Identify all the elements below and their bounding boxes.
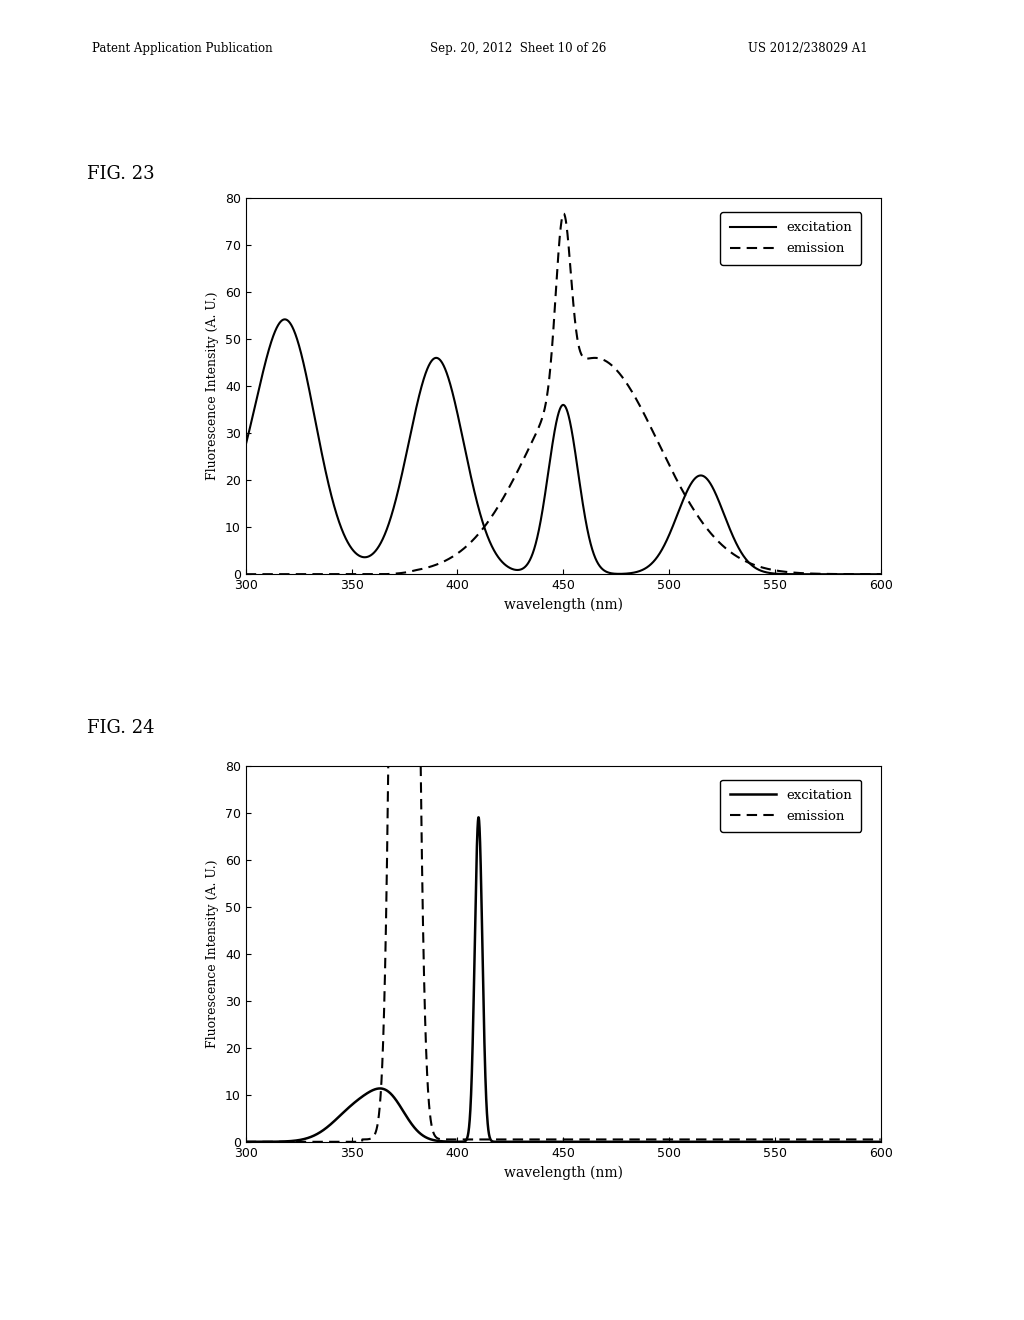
excitation: [874, 566, 887, 582]
excitation: [524, 552, 537, 568]
excitation: [387, 1089, 399, 1105]
excitation: [472, 809, 484, 825]
excitation: [393, 1098, 406, 1114]
Line: emission: emission: [246, 0, 881, 1142]
Line: emission: emission: [246, 214, 881, 574]
emission: [869, 566, 882, 582]
Text: Patent Application Publication: Patent Application Publication: [92, 42, 272, 55]
excitation: [479, 521, 492, 537]
excitation: [874, 1134, 887, 1150]
emission: [240, 1134, 252, 1150]
Legend: excitation, emission: excitation, emission: [721, 213, 861, 264]
excitation: [387, 502, 399, 517]
excitation: [240, 437, 252, 453]
X-axis label: wavelength (nm): wavelength (nm): [504, 598, 623, 612]
Text: Sep. 20, 2012  Sheet 10 of 26: Sep. 20, 2012 Sheet 10 of 26: [430, 42, 606, 55]
Text: FIG. 23: FIG. 23: [87, 165, 155, 183]
emission: [524, 1131, 537, 1147]
Legend: excitation, emission: excitation, emission: [721, 780, 861, 832]
excitation: [869, 1134, 882, 1150]
excitation: [240, 1134, 252, 1150]
emission: [524, 438, 537, 454]
excitation: [390, 488, 402, 504]
emission: [387, 166, 399, 182]
excitation: [390, 1093, 402, 1109]
Y-axis label: Fluorescence Intensity (A. U.): Fluorescence Intensity (A. U.): [207, 292, 219, 480]
Line: excitation: excitation: [246, 319, 881, 574]
X-axis label: wavelength (nm): wavelength (nm): [504, 1166, 623, 1180]
excitation: [479, 1061, 492, 1077]
emission: [479, 1131, 492, 1147]
excitation: [279, 312, 291, 327]
excitation: [394, 475, 407, 491]
emission: [390, 565, 402, 581]
emission: [874, 566, 887, 582]
emission: [874, 1131, 887, 1147]
Text: US 2012/238029 A1: US 2012/238029 A1: [748, 42, 867, 55]
emission: [240, 566, 252, 582]
excitation: [869, 566, 882, 582]
Line: excitation: excitation: [246, 817, 881, 1142]
Text: FIG. 24: FIG. 24: [87, 719, 155, 738]
emission: [479, 517, 492, 533]
emission: [557, 206, 569, 222]
emission: [387, 566, 399, 582]
excitation: [524, 1134, 537, 1150]
emission: [393, 565, 406, 581]
Y-axis label: Fluorescence Intensity (A. U.): Fluorescence Intensity (A. U.): [207, 859, 219, 1048]
emission: [869, 1131, 882, 1147]
